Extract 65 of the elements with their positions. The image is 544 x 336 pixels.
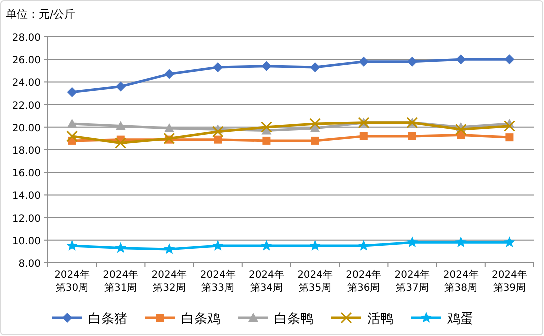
point: [408, 56, 418, 67]
y-tick-label: 18.00: [12, 146, 41, 157]
point: [310, 240, 322, 251]
point: [260, 240, 272, 251]
point: [115, 242, 127, 254]
y-tick-label: 22.00: [12, 100, 41, 112]
point: [260, 122, 272, 134]
point: [214, 136, 222, 144]
y-tick-label: 16.00: [12, 168, 41, 180]
point: [116, 121, 126, 130]
x-tick-label: 2024年第35周: [296, 269, 334, 295]
point: [212, 126, 224, 138]
point: [67, 119, 78, 128]
point: [455, 236, 467, 248]
point: [504, 236, 516, 248]
legend-label: 白条猪: [88, 312, 128, 327]
x-tick-label: 2024年第37周: [394, 269, 432, 295]
legend-label: 白条鸡: [182, 312, 220, 327]
point: [310, 62, 320, 73]
x-tick-label: 2024年第36周: [345, 269, 383, 295]
point: [310, 124, 320, 133]
point: [66, 240, 78, 251]
point: [358, 240, 370, 251]
point: [262, 61, 272, 72]
point: [456, 54, 466, 65]
point: [164, 69, 174, 80]
y-tick-label: 12.00: [12, 214, 41, 225]
point: [115, 137, 127, 149]
point: [311, 136, 320, 145]
point: [504, 120, 516, 132]
point: [212, 240, 224, 251]
x-tick-label: 2024年第33周: [199, 269, 237, 295]
point: [406, 236, 418, 248]
point: [360, 132, 368, 140]
y-tick-label: 14.00: [12, 191, 41, 202]
x-tick-label: 2024年第39周: [490, 269, 528, 295]
point: [67, 87, 78, 98]
point: [66, 130, 78, 142]
point: [164, 243, 176, 254]
y-tick-label: 10.00: [12, 236, 41, 248]
x-tick-label: 2024年第30周: [54, 269, 92, 295]
legend-label: 活鸭: [368, 312, 394, 327]
y-tick-label: 8.00: [18, 259, 41, 270]
x-tick-label: 2024年第31周: [102, 269, 140, 295]
y-axis-title: 单位：元/公斤: [6, 8, 76, 21]
legend-label: 白条鸭: [274, 312, 314, 327]
y-tick-label: 24.00: [12, 78, 41, 90]
point: [310, 118, 322, 130]
point: [164, 124, 174, 133]
point: [164, 132, 176, 144]
x-tick-label: 2024年第32周: [150, 269, 188, 295]
legend-label: 鸡蛋: [446, 312, 474, 327]
point: [262, 136, 271, 145]
x-tick-label: 2024年第34周: [248, 269, 286, 295]
point: [408, 132, 416, 140]
point: [506, 134, 514, 142]
point: [504, 54, 515, 65]
point: [455, 124, 467, 136]
point: [358, 56, 369, 67]
point: [116, 82, 126, 92]
x-tick-label: 2024年第38周: [442, 269, 480, 295]
point: [213, 62, 224, 73]
y-tick-label: 28.00: [12, 33, 41, 44]
y-tick-label: 20.00: [12, 123, 41, 134]
y-tick-label: 26.00: [12, 56, 41, 67]
